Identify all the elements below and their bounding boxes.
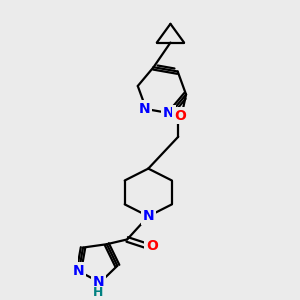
Text: N: N	[92, 275, 104, 290]
Text: N: N	[73, 263, 85, 278]
Text: N: N	[163, 106, 174, 120]
Text: H: H	[93, 286, 103, 299]
Text: N: N	[142, 209, 154, 223]
Text: N: N	[139, 102, 150, 116]
Text: O: O	[146, 238, 158, 253]
Text: O: O	[174, 109, 186, 123]
